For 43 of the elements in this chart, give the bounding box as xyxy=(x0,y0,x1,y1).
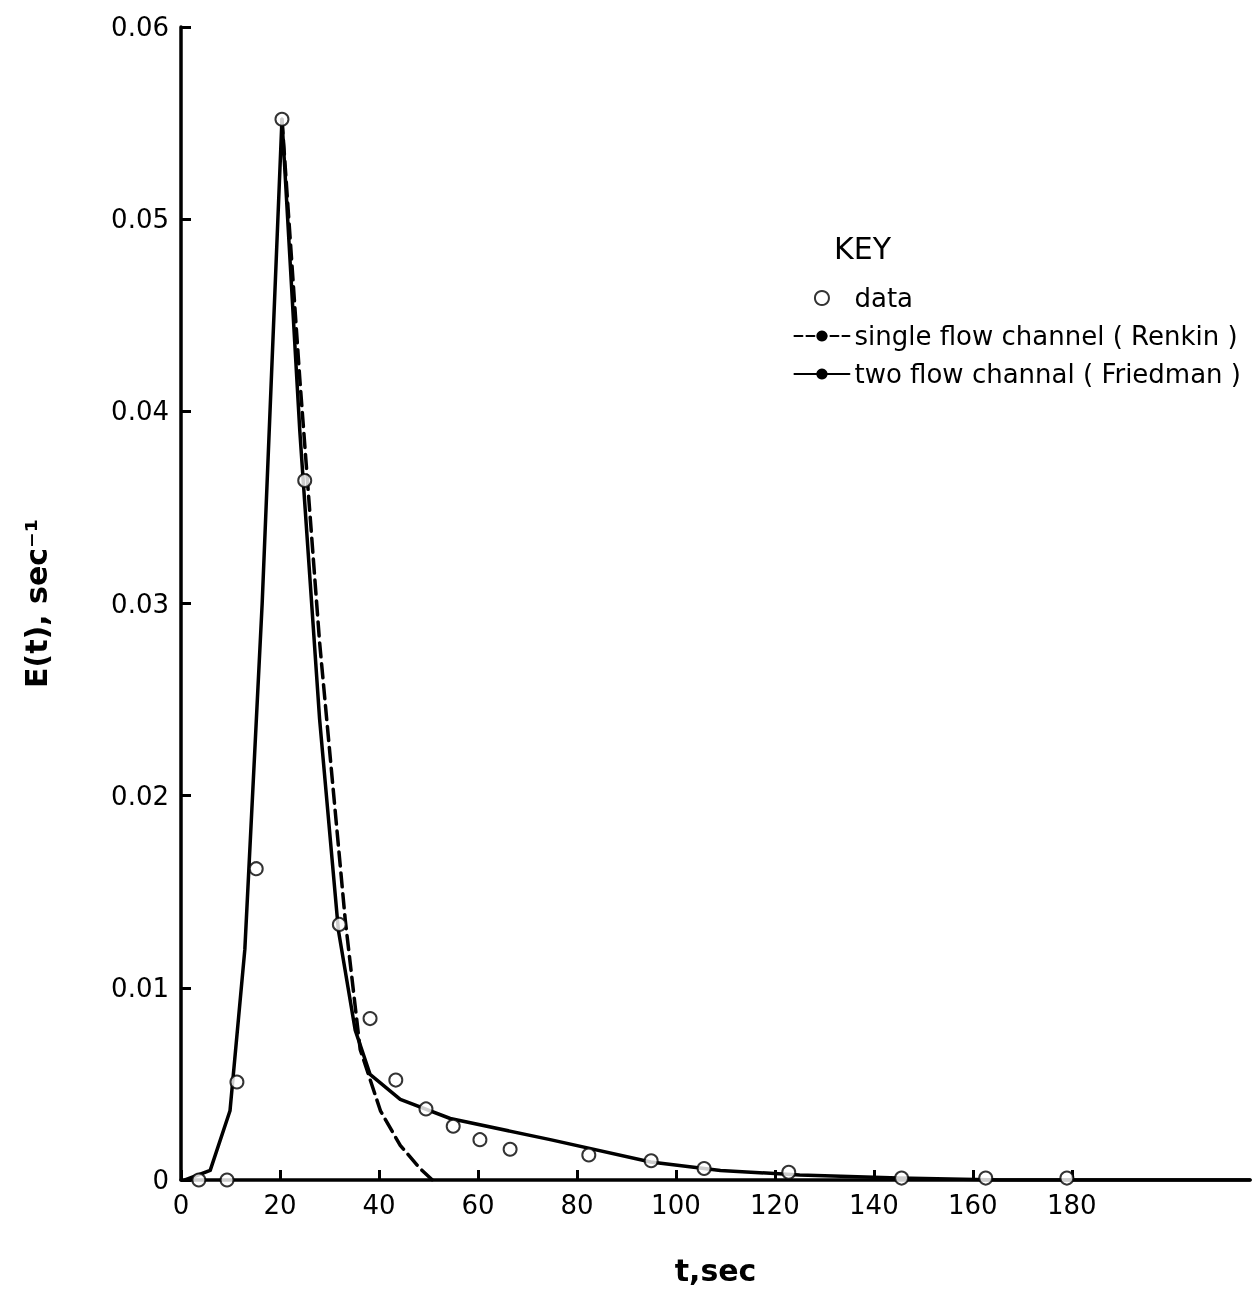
point xyxy=(331,916,347,932)
y-axis-title: E(t), sec⁻¹ xyxy=(18,518,54,689)
y-tick-label: 0 xyxy=(152,1165,169,1195)
point xyxy=(978,1170,994,1186)
point xyxy=(472,1132,488,1148)
legend-label: two flow channal ( Friedman ) xyxy=(854,359,1241,389)
point xyxy=(696,1160,712,1176)
y-tick-label: 0.05 xyxy=(111,204,169,235)
point xyxy=(445,1118,461,1134)
x-tick-label: 160 xyxy=(948,1190,998,1220)
point xyxy=(229,1074,245,1090)
x-tick-label: 40 xyxy=(362,1190,396,1220)
y-tick-label: 0.01 xyxy=(111,972,169,1003)
point xyxy=(248,861,264,877)
point xyxy=(418,1101,434,1117)
y-tick-label: 0.04 xyxy=(111,396,169,427)
legend-title: KEY xyxy=(834,230,892,266)
point xyxy=(219,1172,235,1188)
point xyxy=(388,1072,404,1088)
point xyxy=(297,473,313,489)
point xyxy=(502,1141,518,1157)
x-tick-label: 20 xyxy=(263,1190,297,1220)
x-tick-label: 180 xyxy=(1047,1190,1097,1220)
point xyxy=(1059,1170,1075,1186)
x-tick-label: 140 xyxy=(849,1190,899,1220)
point xyxy=(581,1147,597,1163)
legend-label: single flow channel ( Renkin ) xyxy=(854,321,1238,351)
y-tick-label: 0.06 xyxy=(111,12,169,42)
x-tick-label: 0 xyxy=(172,1190,190,1220)
y-tick-label: 0.03 xyxy=(111,588,169,619)
x-tick-label: 60 xyxy=(461,1190,495,1220)
point xyxy=(643,1153,659,1169)
point xyxy=(894,1170,910,1186)
x-tick-label: 120 xyxy=(750,1190,800,1220)
point xyxy=(362,1011,378,1027)
x-axis-title: t,sec xyxy=(674,1252,757,1288)
point xyxy=(781,1164,797,1180)
y-tick-label: 0.02 xyxy=(111,780,169,811)
legend-label: data xyxy=(854,283,914,313)
x-tick-label: 100 xyxy=(651,1190,701,1220)
point xyxy=(274,111,290,127)
x-tick-label: 80 xyxy=(560,1190,594,1220)
point xyxy=(191,1172,207,1188)
